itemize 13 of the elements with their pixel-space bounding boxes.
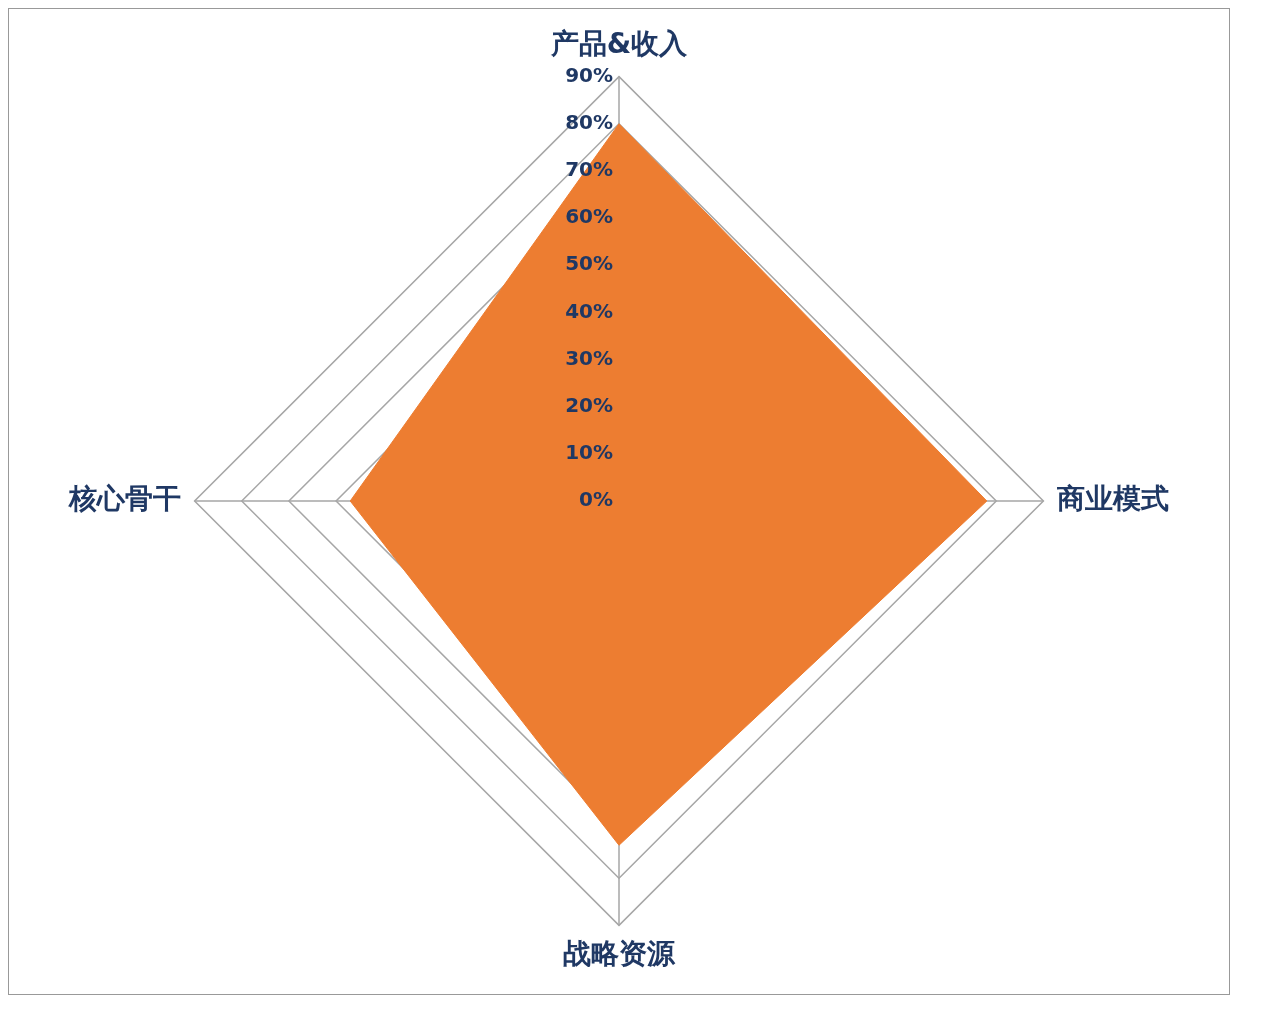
y-tick-label: 90% <box>565 62 613 87</box>
spoke-label: 产品&收入 <box>549 27 689 61</box>
y-tick-label: 20% <box>565 392 613 417</box>
y-tick-label: 60% <box>565 204 613 229</box>
y-tick-label: 30% <box>565 345 613 370</box>
spoke-label: 核心骨干 <box>67 482 181 516</box>
y-tick-label: 80% <box>565 109 613 134</box>
y-tick-label: 50% <box>565 251 613 276</box>
spoke-label: 战略资源 <box>563 937 676 971</box>
y-tick-label: 10% <box>565 440 613 465</box>
spoke-label: 商业模式 <box>1056 482 1170 516</box>
y-tick-label: 40% <box>565 298 613 323</box>
y-tick-label: 0% <box>579 487 613 512</box>
